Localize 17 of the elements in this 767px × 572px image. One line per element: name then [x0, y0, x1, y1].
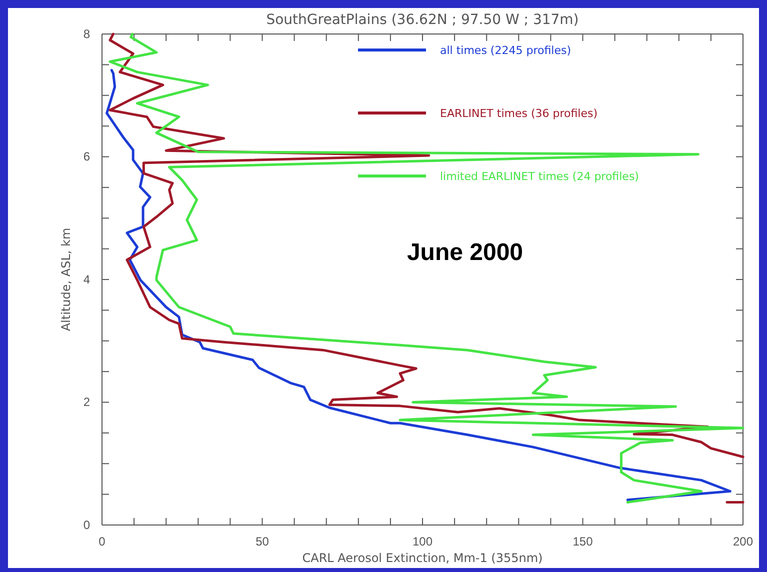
y-tick-label: 8: [83, 26, 90, 41]
x-tick-label: 200: [732, 534, 754, 549]
series-label: limited EARLINET times (24 profiles): [440, 170, 639, 183]
x-axis-title: CARL Aerosol Extinction, Mm-1 (355nm): [302, 551, 543, 565]
x-tick-label: 0: [98, 534, 106, 549]
annotation: June 2000: [406, 239, 524, 266]
y-tick-label: 6: [83, 150, 90, 164]
text: EARLINET times (36 profiles): [440, 107, 598, 120]
chart-title: SouthGreatPlains (36.62N ; 97.50 W ; 317m): [266, 12, 579, 28]
y-tick-label: 2: [83, 395, 90, 410]
x-tick-label: 100: [412, 534, 433, 549]
text: all times (2245 profiles): [440, 44, 571, 57]
y-axis-title: Altitude, ASL, km: [59, 228, 73, 332]
y-tick-label: 0: [83, 518, 90, 532]
y-tick-label: 4: [83, 272, 90, 286]
x-tick-label: 50: [256, 534, 270, 549]
x-tick-label: 150: [572, 534, 594, 549]
